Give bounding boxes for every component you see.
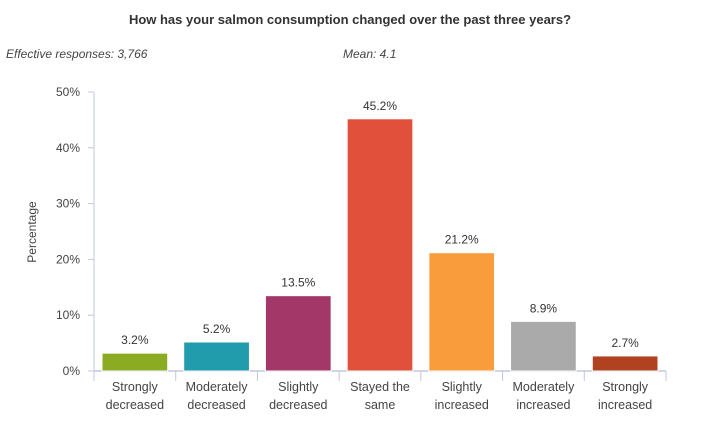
data-label: 3.2% bbox=[121, 333, 149, 347]
x-tick-label: Stayed the bbox=[350, 380, 410, 394]
x-tick-label: Slightly bbox=[278, 380, 319, 394]
effective-responses: Effective responses: 3,766 bbox=[6, 47, 148, 61]
x-tick-label: Moderately bbox=[186, 380, 249, 394]
bar bbox=[591, 355, 659, 372]
mean-value: Mean: 4.1 bbox=[343, 47, 396, 61]
x-tick-label: Strongly bbox=[112, 380, 159, 394]
data-label: 45.2% bbox=[363, 99, 397, 113]
y-axis-label: Percentage bbox=[25, 201, 39, 263]
chart-title: How has your salmon consumption changed … bbox=[129, 12, 571, 27]
x-tick-label: decreased bbox=[106, 398, 164, 412]
y-tick-label: 30% bbox=[56, 197, 80, 211]
bar bbox=[428, 252, 496, 372]
bar bbox=[510, 320, 577, 372]
y-tick-label: 20% bbox=[56, 252, 80, 266]
bar bbox=[183, 341, 250, 372]
y-tick-label: 40% bbox=[56, 141, 80, 155]
data-label: 21.2% bbox=[445, 233, 479, 247]
data-label: 5.2% bbox=[203, 322, 231, 336]
bar bbox=[346, 118, 414, 372]
data-label: 13.5% bbox=[281, 276, 315, 290]
data-label: 2.7% bbox=[611, 336, 639, 350]
x-tick-label: Slightly bbox=[442, 380, 483, 394]
x-tick-label: increased bbox=[516, 398, 570, 412]
y-tick-label: 0% bbox=[63, 364, 81, 378]
y-tick-label: 50% bbox=[56, 85, 80, 99]
x-tick-label: decreased bbox=[187, 398, 245, 412]
x-tick-label: decreased bbox=[269, 398, 327, 412]
data-label: 8.9% bbox=[530, 301, 558, 315]
x-tick-label: same bbox=[365, 398, 396, 412]
x-tick-label: Strongly bbox=[602, 380, 649, 394]
x-tick-label: increased bbox=[598, 398, 652, 412]
bar bbox=[264, 295, 332, 372]
x-tick-label: increased bbox=[435, 398, 489, 412]
bar bbox=[101, 352, 169, 372]
y-tick-label: 10% bbox=[56, 308, 80, 322]
x-tick-label: Moderately bbox=[513, 380, 576, 394]
